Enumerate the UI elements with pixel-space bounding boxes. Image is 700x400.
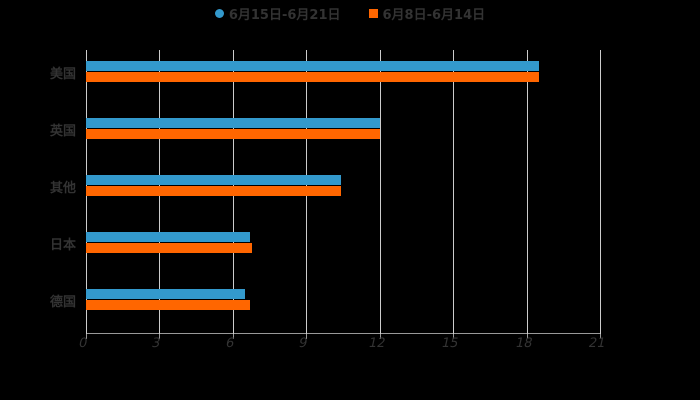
y-category-label: 德国 (50, 291, 76, 310)
bar[interactable] (86, 129, 380, 139)
gridline (527, 50, 528, 334)
gridline (453, 50, 454, 334)
bar[interactable] (86, 175, 341, 185)
x-tick-label: 12 (367, 336, 387, 351)
legend-square-icon (369, 9, 378, 18)
y-category-label: 其他 (50, 177, 76, 196)
legend-item-series-2[interactable]: 6月8日-6月14日 (369, 4, 486, 23)
x-tick-label: 15 (440, 336, 460, 351)
legend-circle-icon (215, 9, 224, 18)
bar[interactable] (86, 300, 250, 310)
legend-item-series-1[interactable]: 6月15日-6月21日 (215, 4, 341, 23)
bar[interactable] (86, 232, 250, 242)
x-tick-label: 3 (151, 336, 162, 351)
gridline (380, 50, 381, 334)
bar[interactable] (86, 186, 341, 196)
bar[interactable] (86, 72, 539, 82)
bar[interactable] (86, 118, 380, 128)
x-tick-label: 6 (224, 336, 235, 351)
x-tick-label: 9 (298, 336, 309, 351)
bar[interactable] (86, 243, 252, 253)
legend-label: 6月15日-6月21日 (229, 4, 341, 23)
x-tick-label: 18 (514, 336, 534, 351)
x-axis-line (86, 333, 600, 334)
y-category-label: 日本 (50, 234, 76, 253)
legend-label: 6月8日-6月14日 (383, 4, 486, 23)
y-category-label: 美国 (50, 63, 76, 82)
bar[interactable] (86, 289, 245, 299)
bar[interactable] (86, 61, 539, 71)
legend: 6月15日-6月21日 6月8日-6月14日 (0, 4, 700, 23)
x-tick-label: 21 (587, 336, 607, 351)
gridline (600, 50, 601, 334)
plot-area (86, 50, 600, 334)
x-tick-label: 0 (77, 336, 88, 351)
y-category-label: 英国 (50, 120, 76, 139)
